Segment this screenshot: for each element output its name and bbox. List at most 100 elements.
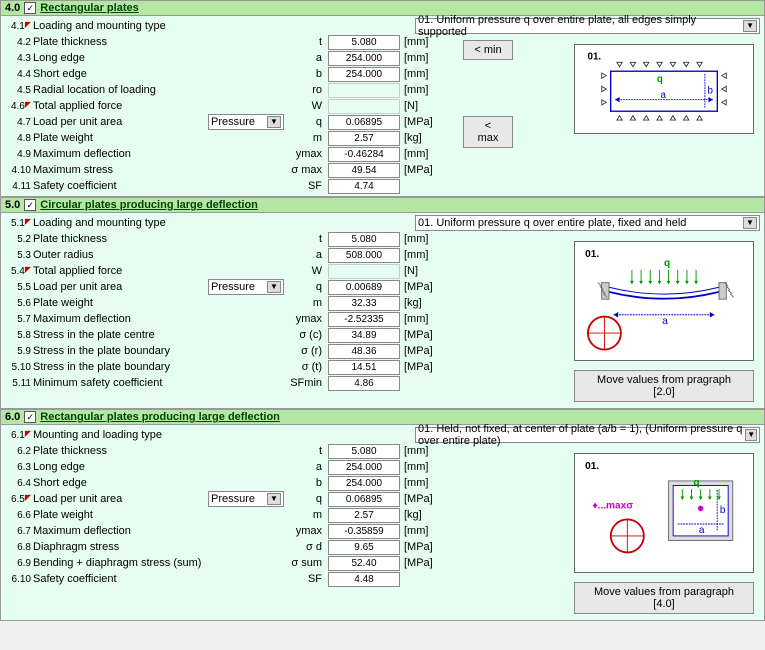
svg-text:b: b	[708, 85, 714, 96]
row-unit: [mm]	[400, 148, 440, 160]
svg-text:♦...maxσ: ♦...maxσ	[593, 500, 634, 511]
checkbox-icon[interactable]	[24, 199, 36, 211]
row-unit: [mm]	[400, 249, 440, 261]
value-cell-empty	[328, 264, 400, 279]
value-cell[interactable]: -0.46284	[328, 147, 400, 162]
value-cell[interactable]: 5.080	[328, 232, 400, 247]
value-cell[interactable]: 254.000	[328, 460, 400, 475]
row-label: Loading and mounting type	[33, 217, 208, 229]
value-cell[interactable]: 2.57	[328, 508, 400, 523]
row-symbol: σ (t)	[288, 361, 328, 373]
row-symbol: σ sum	[288, 557, 328, 569]
checkbox-icon[interactable]	[24, 2, 36, 14]
value-cell[interactable]: 32.33	[328, 296, 400, 311]
value-cell[interactable]: 52.40	[328, 556, 400, 571]
row-num: 4.7	[5, 117, 33, 128]
row-unit: [kg]	[400, 509, 440, 521]
section-title: Rectangular plates	[40, 2, 138, 14]
value-cell[interactable]: 0.00689	[328, 280, 400, 295]
chevron-down-icon: ▼	[745, 429, 757, 441]
row-label: Safety coefficient	[33, 180, 208, 192]
svg-text:01.: 01.	[585, 461, 599, 472]
row-label: Plate thickness	[33, 445, 208, 457]
chevron-down-icon: ▼	[743, 217, 757, 229]
row-num: 5.10	[5, 362, 33, 373]
dd-text: Pressure	[211, 116, 255, 128]
row-num: 5.3	[5, 250, 33, 261]
row-symbol: ymax	[288, 148, 328, 160]
row-num: 6.2	[5, 446, 33, 457]
row-label: Maximum deflection	[33, 525, 208, 537]
row-label: Stress in the plate boundary	[33, 345, 208, 357]
row-unit: [MPa]	[400, 541, 440, 553]
row-label: Stress in the plate boundary	[33, 361, 208, 373]
section-body: 4.1◤ Loading and mounting type 01. Unifo…	[1, 16, 764, 196]
value-cell[interactable]: 508.000	[328, 248, 400, 263]
row-4.10: 4.10 Maximum stress σ max 49.54 [MPa]	[1, 162, 764, 178]
row-unit: [MPa]	[400, 164, 440, 176]
row-num: 4.6◤	[5, 101, 33, 112]
svg-text:a: a	[699, 525, 705, 536]
row-symbol: m	[288, 297, 328, 309]
value-cell[interactable]: 48.36	[328, 344, 400, 359]
value-cell[interactable]: 9.65	[328, 540, 400, 555]
pressure-dropdown[interactable]: Pressure ▼	[208, 279, 284, 295]
value-cell[interactable]: 34.89	[328, 328, 400, 343]
value-cell[interactable]: 0.06895	[328, 115, 400, 130]
checkbox-icon[interactable]	[24, 411, 36, 423]
row-5.1: 5.1◤ Loading and mounting type 01. Unifo…	[1, 215, 764, 231]
row-symbol: W	[288, 265, 328, 277]
row-label: Plate weight	[33, 509, 208, 521]
value-cell[interactable]: 254.000	[328, 51, 400, 66]
value-cell[interactable]: 4.74	[328, 179, 400, 194]
loading-type-dropdown[interactable]: 01. Held, not fixed, at center of plate …	[415, 427, 760, 443]
row-label: Plate thickness	[33, 233, 208, 245]
value-cell[interactable]: 49.54	[328, 163, 400, 178]
pressure-dropdown[interactable]: Pressure ▼	[208, 114, 284, 130]
svg-text:q: q	[657, 74, 663, 85]
diagram-s5: 01. q a	[574, 241, 754, 361]
row-label: Minimum safety coefficient	[33, 377, 208, 389]
row-label: Long edge	[33, 52, 208, 64]
value-cell[interactable]: 2.57	[328, 131, 400, 146]
row-label: Total applied force	[33, 265, 208, 277]
row-num: 6.1◤	[5, 430, 33, 441]
value-cell[interactable]: 4.86	[328, 376, 400, 391]
loading-type-dropdown[interactable]: 01. Uniform pressure q over entire plate…	[415, 18, 760, 34]
max-button[interactable]: < max	[463, 116, 513, 148]
value-cell[interactable]: 254.000	[328, 476, 400, 491]
row-num: 5.4◤	[5, 266, 33, 277]
value-cell[interactable]: 14.51	[328, 360, 400, 375]
dd-text: 01. Uniform pressure q over entire plate…	[418, 14, 743, 38]
row-num: 4.10	[5, 165, 33, 176]
row-symbol: SF	[288, 573, 328, 585]
row-num: 5.1◤	[5, 218, 33, 229]
move-values-button[interactable]: Move values from pragraph [2.0]	[574, 370, 754, 402]
value-cell[interactable]: 254.000	[328, 67, 400, 82]
row-unit: [mm]	[400, 461, 440, 473]
row-num: 6.7	[5, 526, 33, 537]
value-cell[interactable]: -0.35859	[328, 524, 400, 539]
value-cell[interactable]: 4.48	[328, 572, 400, 587]
row-symbol: σ max	[288, 164, 328, 176]
min-button[interactable]: < min	[463, 40, 513, 60]
row-label: Plate weight	[33, 297, 208, 309]
row-symbol: q	[288, 281, 328, 293]
row-unit: [mm]	[400, 525, 440, 537]
dd-text: 01. Uniform pressure q over entire plate…	[418, 217, 686, 229]
value-cell[interactable]: 0.06895	[328, 492, 400, 507]
row-symbol: σ d	[288, 541, 328, 553]
value-cell[interactable]: -2.52335	[328, 312, 400, 327]
value-cell[interactable]: 5.080	[328, 444, 400, 459]
loading-type-dropdown[interactable]: 01. Uniform pressure q over entire plate…	[415, 215, 760, 231]
row-num: 6.5◤	[5, 494, 33, 505]
row-num: 4.2	[5, 37, 33, 48]
row-unit: [MPa]	[400, 361, 440, 373]
pressure-dropdown[interactable]: Pressure ▼	[208, 491, 284, 507]
move-values-button[interactable]: Move values from paragraph [4.0]	[574, 582, 754, 614]
row-4.9: 4.9 Maximum deflection ymax -0.46284 [mm…	[1, 146, 764, 162]
row-symbol: ro	[288, 84, 328, 96]
value-cell[interactable]: 5.080	[328, 35, 400, 50]
row-label: Maximum deflection	[33, 148, 208, 160]
svg-text:b: b	[720, 505, 726, 516]
